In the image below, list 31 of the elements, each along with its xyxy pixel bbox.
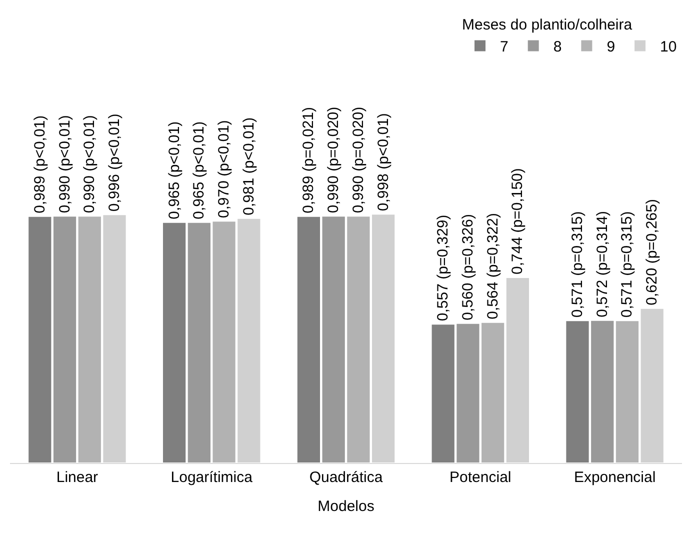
x-axis-title: Modelos [318,498,374,515]
data-label: 0,965 (p<0,01) [190,121,208,220]
x-tick-label: Exponencial [574,469,656,486]
data-label: 0,989 (p<0,01) [31,115,48,214]
x-tick-label: Logarítimica [170,469,254,486]
data-label: 0,744 (p=0,150) [509,168,526,274]
data-label: 0,557 (p=0,329) [434,214,452,322]
data-label: 0,564 (p=0,322) [484,212,502,320]
x-tick-label: Potencial [450,469,512,486]
data-label: 0,990 (p<0,01) [81,115,98,214]
data-label: 0,990 (p=0,020) [325,106,342,214]
legend-label: 9 [606,38,616,56]
data-label: 0,970 (p<0,01) [216,120,233,218]
data-label: 0,981 (p<0,01) [240,117,258,216]
data-label: 0,989 (p=0,021) [300,106,318,214]
data-label: 0,965 (p<0,01) [166,121,183,220]
legend-title: Meses do plantio/colheira [462,16,633,34]
legend-label: 8 [553,38,562,56]
data-label: 0,560 (p=0,326) [459,214,476,320]
data-label: 0,572 (p=0,314) [594,210,611,318]
data-label: 0,571 (p=0,315) [618,211,636,318]
data-label: 0,990 (p<0,01) [56,115,74,214]
data-label: 0,990 (p=0,020) [350,106,367,214]
data-label: 0,571 (p=0,315) [569,211,586,318]
legend-label: 10 [660,38,677,56]
legend-label: 7 [500,38,508,56]
data-label: 0,998 (p<0,01) [374,113,392,212]
x-tick-label: Linear [56,469,98,486]
data-label: 0,996 (p<0,01) [106,114,123,212]
x-tick-label: Quadrática [309,469,384,486]
data-label: 0,620 (p=0,265) [644,199,661,306]
